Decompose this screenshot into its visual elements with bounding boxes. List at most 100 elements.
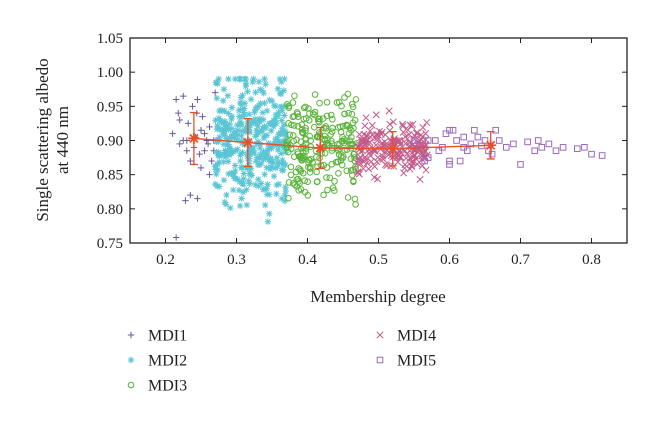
point-mdi2-251	[238, 164, 246, 172]
point-mdi3-191	[304, 178, 311, 186]
point-mdi2-263	[277, 130, 285, 138]
point-mdi3-160	[323, 98, 331, 106]
point-mdi2-307	[245, 123, 252, 130]
point-mdi1-27	[197, 164, 205, 172]
point-mdi3-49	[300, 104, 308, 112]
point-mdi3-194	[334, 158, 342, 166]
point-mdi2-194	[277, 150, 285, 157]
point-mdi3-210	[352, 166, 359, 173]
point-mdi2-168	[240, 109, 247, 116]
point-mdi5-34	[446, 161, 453, 168]
point-mdi2-247	[234, 146, 241, 153]
point-mdi3-180	[286, 131, 294, 139]
point-mdi2-86	[220, 158, 227, 166]
point-mdi2-47	[238, 100, 245, 108]
y-tick-label-1: 0.80	[97, 202, 123, 218]
point-mdi2-220	[255, 78, 263, 85]
point-mdi2-275	[212, 163, 219, 170]
point-mdi3-208	[347, 126, 355, 134]
point-mdi2-41	[281, 127, 289, 135]
point-mdi2-292	[237, 157, 244, 165]
legend-marker-mdi3	[127, 381, 135, 389]
point-mdi1-23	[194, 195, 201, 202]
point-mdi4-63	[416, 175, 424, 184]
point-mdi1-28	[206, 171, 213, 178]
point-mdi1-3	[180, 92, 187, 100]
point-mdi3-217	[351, 150, 358, 158]
point-mdi2-299	[234, 121, 241, 129]
point-mdi2-314	[216, 134, 223, 141]
point-mdi4-144	[370, 173, 378, 181]
point-mdi2-135	[220, 176, 228, 184]
point-mdi2-277	[231, 162, 239, 169]
point-mdi4-169	[399, 122, 407, 130]
point-mdi2-226	[282, 187, 289, 195]
point-mdi5-7	[453, 137, 460, 144]
point-mdi2-185	[248, 117, 256, 125]
point-mdi3-195	[289, 99, 297, 106]
legend-label-mdi2: MDI2	[148, 353, 187, 370]
legend-label-mdi3: MDI3	[148, 378, 187, 395]
point-mdi4-165	[361, 122, 369, 130]
ticks-layer: 0.2 0.3 0.4 0.5 0.6 0.7 0.8 0.75 0.80 0.85 0.90 0.9…	[97, 31, 627, 268]
point-mdi2-91	[261, 99, 268, 107]
point-mdi2-39	[282, 132, 290, 140]
point-mdi3-146	[314, 178, 321, 185]
point-mdi1-21	[187, 191, 194, 199]
point-mdi2-114	[263, 191, 271, 198]
y-tick-label-4: 0.95	[97, 99, 123, 115]
point-mdi2-347	[253, 131, 261, 138]
point-mdi2-48	[225, 170, 232, 178]
point-mdi3-103	[333, 99, 341, 106]
point-mdi2-192	[225, 126, 232, 133]
point-mdi5-0	[424, 154, 432, 161]
point-mdi5-11	[467, 140, 475, 148]
x-tick-label-6: 0.8	[582, 252, 601, 268]
point-mdi1-29	[175, 109, 182, 117]
point-mdi4-43	[404, 126, 412, 134]
point-mdi4-126	[368, 121, 376, 130]
point-mdi3-206	[299, 154, 307, 161]
point-mdi2-18	[253, 120, 261, 128]
point-mdi2-350	[216, 183, 223, 190]
point-mdi1-11	[196, 150, 203, 158]
point-mdi2-129	[245, 147, 253, 155]
point-mdi2-169	[249, 78, 256, 86]
point-mdi5-31	[581, 144, 588, 151]
point-mdi4-180	[355, 170, 363, 178]
point-mdi2-266	[249, 149, 257, 156]
point-mdi5-22	[517, 161, 524, 168]
point-mdi2-88	[274, 159, 282, 166]
point-mdi2-152	[241, 75, 248, 83]
point-mdi2-214	[222, 201, 230, 208]
point-mdi3-174	[328, 128, 336, 135]
point-mdi4-157	[409, 120, 417, 128]
point-mdi3-161	[290, 112, 298, 120]
point-mdi3-227	[334, 124, 342, 131]
point-mdi2-204	[257, 180, 265, 187]
point-mdi2-78	[212, 117, 219, 124]
point-mdi5-35	[460, 144, 467, 151]
point-mdi3-219	[294, 150, 302, 157]
point-mdi2-352	[236, 118, 244, 126]
point-mdi2-164	[240, 170, 248, 177]
point-mdi2-132	[277, 103, 285, 111]
point-mdi5-5	[446, 157, 453, 165]
point-mdi4-189	[386, 120, 394, 128]
point-mdi3-223	[294, 122, 302, 130]
point-mdi5-23	[524, 138, 531, 146]
point-mdi2-221	[221, 198, 228, 206]
point-mdi3-169	[290, 137, 297, 145]
point-mdi2-260	[212, 166, 219, 173]
point-mdi3-148	[322, 125, 330, 132]
point-mdi2-348	[266, 210, 273, 217]
point-mdi2-177	[272, 103, 279, 110]
point-mdi5-18	[492, 126, 499, 134]
point-mdi2-100	[228, 104, 236, 111]
point-mdi4-82	[398, 120, 407, 128]
point-mdi2-174	[232, 167, 239, 175]
point-mdi3-167	[343, 122, 351, 129]
point-mdi2-126	[282, 129, 290, 136]
point-mdi1-14	[201, 130, 208, 137]
